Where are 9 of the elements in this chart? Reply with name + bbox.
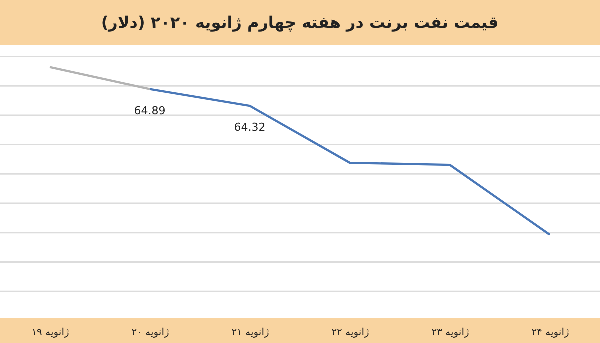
x-tick-label: ۲۰ ژانویه	[132, 328, 170, 338]
x-tick-label: ۲۳ ژانویه	[432, 328, 470, 338]
data-label: 64.89	[134, 104, 166, 118]
x-tick-label: ۲۱ ژانویه	[232, 328, 270, 338]
x-tick-label: ۲۲ ژانویه	[332, 328, 370, 338]
x-tick-label: ۱۹ ژانویه	[32, 328, 70, 338]
data-label: 64.32	[234, 121, 266, 134]
chart-title: قیمت نفت برنت در هفته چهارم ژانویه ۲۰۲۰ (دلار)	[101, 13, 499, 32]
x-tick-label: ۲۴ ژانویه	[532, 328, 570, 338]
